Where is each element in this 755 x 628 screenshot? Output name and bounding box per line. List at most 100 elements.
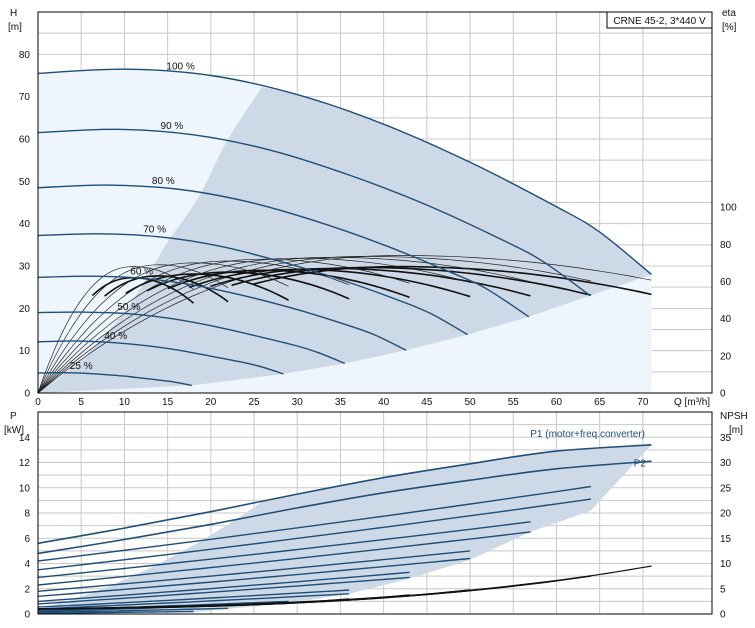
- power-tick-label: 10: [19, 483, 31, 494]
- npsh-tick-label: 25: [720, 483, 732, 494]
- power-curve: [37, 485, 592, 562]
- x-tick-label: 30: [292, 397, 304, 408]
- power-curve: [37, 557, 471, 597]
- efficiency-curve-thick: [252, 265, 652, 296]
- p2-series-label: P2: [634, 458, 647, 469]
- power-tick-label: 14: [19, 433, 31, 444]
- efficiency-curve-thick: [188, 268, 471, 298]
- efficiency-curve-thick: [167, 269, 410, 299]
- y-right-tick-label: 40: [720, 314, 732, 325]
- power-tick-label: 4: [24, 559, 30, 570]
- speed-label: 100 %: [166, 61, 194, 72]
- speed-label: 60 %: [130, 266, 153, 277]
- efficiency-curve-thin: [37, 266, 194, 394]
- x-tick-label: 50: [464, 397, 476, 408]
- power-curve: [37, 550, 471, 592]
- p1-curve: [37, 444, 652, 545]
- power-tick-label: 8: [24, 509, 30, 520]
- y-tick-label: 80: [19, 50, 31, 61]
- speed-label: 70 %: [143, 225, 166, 236]
- y-axis-unit: [m]: [8, 22, 22, 33]
- y-tick-label: 40: [19, 219, 31, 230]
- y-right-tick-label: 100: [720, 203, 737, 214]
- y-right-tick-label: 0: [720, 389, 726, 400]
- npsh-tick-label: 30: [720, 458, 732, 469]
- x-tick-label: 65: [594, 397, 606, 408]
- speed-label: 25 %: [70, 361, 93, 372]
- bottom-plot-frame: [37, 411, 713, 615]
- speed-curve-80pct: [37, 184, 530, 318]
- x-tick-label: 40: [378, 397, 390, 408]
- power-curve: [37, 593, 350, 610]
- speed-label: 40 %: [104, 331, 127, 342]
- efficiency-curve-thin: [37, 262, 289, 394]
- x-tick-label: 70: [637, 397, 649, 408]
- head-flow-plot: 100 % 90 % 80 % 70 % 60 % 50 % 40 % 25 % 0 5 10 15 2…: [8, 8, 737, 408]
- chart-title: CRNE 45-2, 3*440 V: [613, 16, 706, 27]
- power-curve: [37, 589, 350, 608]
- x-tick-label: 20: [205, 397, 217, 408]
- npsh-tick-label: 10: [720, 559, 732, 570]
- speed-label: 90 %: [161, 121, 184, 132]
- npsh-curve: [37, 598, 350, 610]
- npsh-tick-label: 15: [720, 534, 732, 545]
- npsh-tick-label: 20: [720, 509, 732, 520]
- npsh-tick-label: 5: [720, 584, 726, 595]
- power-curve: [37, 607, 229, 614]
- npsh-tick-label: 0: [720, 610, 726, 621]
- power-tick-label: 2: [24, 584, 30, 595]
- power-npsh-plot: P1 (motor+freq.converter)P20246810121405…: [4, 411, 748, 621]
- x-tick-label: 60: [551, 397, 563, 408]
- y-right-axis-unit: [%]: [722, 22, 737, 33]
- power-tick-label: 0: [24, 610, 30, 621]
- x-tick-label: 10: [119, 397, 131, 408]
- speed-curve-40pct: [37, 340, 284, 375]
- y-tick-label: 50: [19, 177, 31, 188]
- y-axis-label: H: [10, 8, 17, 19]
- speed-curve-90pct: [37, 128, 591, 297]
- y-tick-label: 0: [24, 389, 30, 400]
- y-tick-label: 60: [19, 135, 31, 146]
- npsh-axis-label: NPSH: [720, 411, 748, 422]
- power-curve: [37, 498, 592, 571]
- y-tick-label: 30: [19, 262, 31, 273]
- speed-curve-50pct: [37, 311, 346, 365]
- p2-curve: [37, 460, 652, 555]
- x-tick-label: 25: [248, 397, 260, 408]
- y-tick-label: 10: [19, 346, 31, 357]
- y-right-tick-label: 20: [720, 351, 732, 362]
- title-box: [606, 11, 713, 29]
- x-tick-label: 0: [35, 397, 41, 408]
- x-tick-label: 15: [162, 397, 174, 408]
- speed-curve-100pct: [37, 68, 652, 276]
- efficiency-curve-thin: [37, 260, 350, 394]
- power-operating-region: [38, 444, 654, 614]
- power-curve: [37, 610, 194, 614]
- x-tick-label: 55: [508, 397, 520, 408]
- y-right-tick-label: 80: [720, 240, 732, 251]
- p1-series-label: P1 (motor+freq.converter): [530, 429, 645, 440]
- x-tick-label: 35: [335, 397, 347, 408]
- y-tick-label: 20: [19, 304, 31, 315]
- x-tick-label: 45: [421, 397, 433, 408]
- efficiency-curve-thin: [37, 257, 471, 394]
- top-plot-frame: [37, 11, 713, 394]
- y-tick-label: 70: [19, 92, 31, 103]
- x-axis-label: Q [m³/h]: [674, 397, 710, 408]
- power-axis-label: P: [10, 411, 17, 422]
- speed-curve-25pct: [37, 371, 192, 387]
- power-curve: [37, 521, 531, 579]
- power-curve: [37, 571, 410, 603]
- operating-region: [38, 86, 654, 393]
- speed-label: 50 %: [117, 302, 140, 313]
- efficiency-curve-thin: [37, 258, 410, 394]
- power-tick-label: 6: [24, 534, 30, 545]
- power-tick-label: 12: [19, 458, 31, 469]
- speed-curve-60pct: [37, 275, 407, 351]
- speed-label: 80 %: [152, 176, 175, 187]
- speed-curve-70pct: [37, 233, 468, 336]
- efficiency-curve-thin: [37, 264, 229, 394]
- power-curve: [37, 576, 410, 605]
- power-axis-unit: [kW]: [4, 425, 24, 436]
